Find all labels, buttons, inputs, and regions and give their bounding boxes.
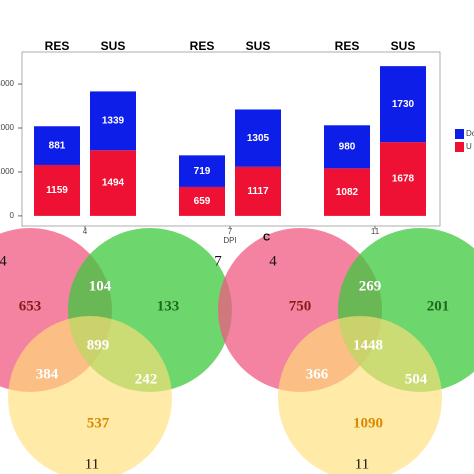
- bar-segment: [179, 155, 225, 187]
- x-tick-label: 11: [371, 227, 380, 236]
- panel-label: C: [263, 233, 270, 244]
- bar-value-label: 1117: [247, 186, 269, 197]
- bar-segment: [324, 125, 370, 169]
- venn-set-label: 4: [0, 253, 7, 269]
- bar-value-label: 719: [194, 166, 211, 177]
- bar-value-label: 1082: [336, 187, 359, 198]
- x-axis-label: DPI: [223, 236, 236, 245]
- venn-count: 201: [427, 298, 450, 314]
- venn-set-label: 11: [85, 456, 99, 472]
- x-tick-label: 4: [83, 227, 88, 236]
- venn-count: 1448: [353, 337, 383, 353]
- legend-swatch: [455, 129, 464, 139]
- bar-value-label: 1678: [392, 174, 415, 185]
- bar-value-label: 1730: [392, 99, 415, 110]
- y-tick-label: 1000: [0, 167, 15, 176]
- bar-segment: [235, 109, 281, 167]
- venn-set-label: 4: [269, 253, 277, 269]
- bar-value-label: 980: [339, 141, 356, 152]
- group-label: SUS: [101, 39, 126, 53]
- legend-swatch: [455, 142, 464, 152]
- group-label: SUS: [246, 39, 271, 53]
- venn-count: 366: [306, 366, 329, 382]
- x-tick-label: 7: [228, 227, 233, 236]
- bar-segment: [324, 168, 370, 216]
- bar-value-label: 659: [194, 196, 211, 207]
- bar-segment: [380, 142, 426, 216]
- venn-set-circle: [8, 316, 172, 474]
- bar-value-label: 1494: [102, 178, 125, 189]
- venn-count: 537: [87, 415, 110, 431]
- bar-value-label: 1159: [46, 185, 68, 196]
- group-label: RES: [190, 39, 215, 53]
- y-tick-label: 0: [10, 211, 15, 220]
- venn-count: 750: [289, 298, 312, 314]
- bar-value-label: 1339: [102, 115, 125, 126]
- venn-set-label: 11: [355, 456, 369, 472]
- bar-value-label: 881: [49, 140, 66, 151]
- venn-count: 269: [359, 278, 382, 294]
- bar-segment: [179, 186, 225, 216]
- venn-count: 384: [36, 366, 59, 382]
- bar-segment: [34, 126, 80, 165]
- group-label: RES: [45, 39, 70, 53]
- plot-panel: [21, 51, 441, 227]
- venn-set-label: 7: [214, 253, 222, 269]
- y-tick-label: 2000: [0, 123, 15, 132]
- bar-segment: [34, 164, 80, 216]
- group-label: RES: [335, 39, 360, 53]
- venn-count: 1090: [353, 415, 383, 431]
- venn-count: 242: [135, 371, 158, 387]
- venn-set-circle: [278, 316, 442, 474]
- bar-segment: [235, 166, 281, 216]
- venn-count: 133: [157, 298, 180, 314]
- legend-label: U: [466, 142, 472, 151]
- legend-label: Do: [466, 129, 474, 138]
- bar-segment: [90, 91, 136, 151]
- bar-segment: [90, 150, 136, 216]
- y-tick-label: 3000: [0, 79, 15, 88]
- group-label: SUS: [391, 39, 416, 53]
- venn-count: 899: [87, 337, 110, 353]
- venn-count: 104: [89, 278, 112, 294]
- venn-count: 653: [19, 298, 42, 314]
- bar-value-label: 1305: [247, 133, 270, 144]
- bar-segment: [380, 66, 426, 143]
- venn-count: 504: [405, 371, 428, 387]
